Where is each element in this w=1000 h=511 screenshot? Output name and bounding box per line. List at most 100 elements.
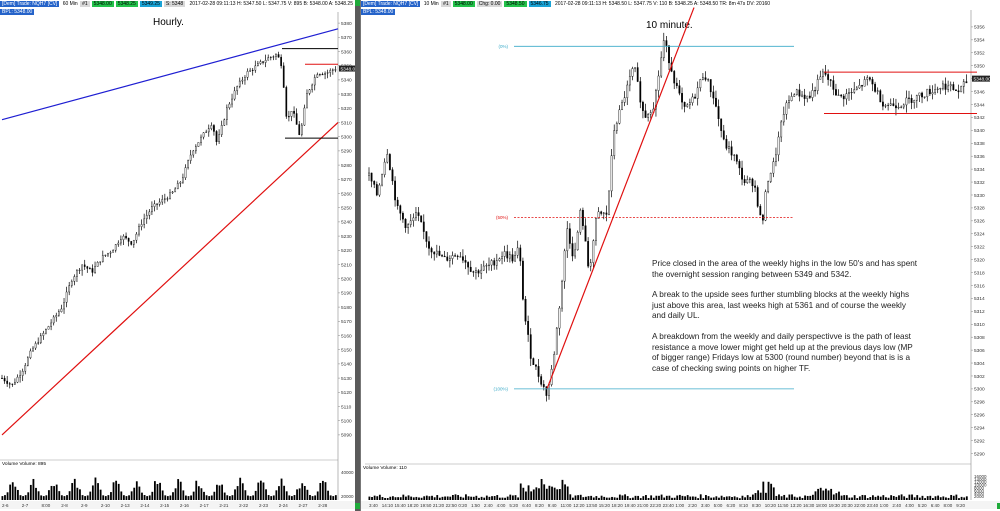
ten-minute-volume-bar <box>689 496 692 500</box>
hourly-candle-body <box>29 350 32 359</box>
hourly-volume-bar <box>58 491 61 500</box>
ten-minute-candle-body <box>720 118 723 131</box>
ten-minute-candle-body <box>795 89 798 95</box>
ten-minute-candle-body <box>388 154 391 170</box>
ten-minute-time-tick: 10:20 <box>765 503 777 508</box>
ten-minute-symbol[interactable]: [Dem] Trade: NQH7 [CV] <box>361 1 421 7</box>
hourly-candle-body <box>138 226 140 235</box>
ten-minute-corner-grip[interactable] <box>997 503 1000 509</box>
hourly-volume-bar <box>1 496 4 500</box>
ten-minute-candle-body <box>822 71 824 78</box>
splitter-grip-top[interactable] <box>355 0 360 6</box>
hourly-volume-bar <box>89 491 92 500</box>
ten-minute-candle-body <box>399 205 402 214</box>
ten-minute-volume-bar <box>749 496 752 500</box>
hourly-candle-body <box>34 343 37 349</box>
ten-minute-candle-body <box>605 212 608 215</box>
hourly-volume-bar <box>102 495 105 500</box>
hourly-time-tick: 2-22 <box>239 503 249 508</box>
ten-minute-trendline-red <box>546 7 695 390</box>
hourly-chart-pane[interactable]: [Dem] Trade: NQH7 [CV] 60 Min #1 5348.00 5… <box>0 0 356 511</box>
ten-minute-candle-body <box>730 146 733 156</box>
splitter-grip-bottom[interactable] <box>355 503 360 509</box>
ten-minute-time-tick: 2:40 <box>484 503 493 508</box>
ten-minute-volume-bar <box>960 496 963 500</box>
hourly-candle-body <box>42 332 45 336</box>
hourly-candle-body <box>161 199 164 203</box>
ten-minute-volume-bar <box>856 498 859 500</box>
hourly-ytick-label: 5150 <box>341 348 352 354</box>
ten-minute-candle-body <box>876 90 879 92</box>
pane-splitter[interactable] <box>355 0 360 511</box>
hourly-ytick-label: 5370 <box>341 35 352 41</box>
ten-minute-candle-body <box>443 255 446 258</box>
ten-minute-volume-bar <box>616 497 619 500</box>
ten-minute-candle-body <box>537 366 540 377</box>
ten-minute-volume-bar <box>676 495 679 500</box>
hourly-time-tick: 2-10 <box>101 503 111 508</box>
hourly-volume-bar <box>141 492 143 500</box>
ten-minute-timeframe[interactable]: 10 Min <box>423 1 439 7</box>
ten-minute-candle-body <box>516 247 519 256</box>
ten-minute-candle-body <box>668 45 670 64</box>
ten-minute-time-tick: 23:40 <box>867 503 879 508</box>
ten-minute-volume-bar <box>519 483 522 500</box>
ten-minute-volume-bar <box>446 496 449 500</box>
hourly-candle-body <box>194 146 197 152</box>
commentary-note: Price closed in the area of the weekly h… <box>652 259 920 384</box>
hourly-candle-body <box>300 124 303 135</box>
ten-minute-candle-body <box>908 97 910 99</box>
hourly-volume-bar <box>37 491 40 500</box>
ten-minute-volume-bar <box>381 497 384 500</box>
hourly-candle-body <box>63 302 65 310</box>
ten-minute-candle-body <box>923 96 926 98</box>
ten-minute-candle-body <box>811 90 814 98</box>
ten-minute-candle-body <box>738 161 741 169</box>
ten-minute-candle-body <box>454 255 456 257</box>
ten-minute-volume-bar <box>658 495 660 500</box>
ten-minute-volume-bar <box>545 488 548 500</box>
hourly-volume-bar <box>143 495 146 500</box>
hourly-timeframe[interactable]: 60 Min <box>62 1 78 7</box>
ten-minute-candle-body <box>887 104 890 106</box>
ten-minute-chart-pane[interactable]: [Dem] Trade: NQH7 [CV] 10 Min #1 5348.00 C… <box>360 0 1000 511</box>
hourly-time-tick: 2-8 <box>61 503 68 508</box>
ten-minute-volume-bar <box>772 487 775 500</box>
ten-minute-time-tick: 18:20 <box>612 503 624 508</box>
ten-minute-ytick-label: 5328 <box>974 206 985 212</box>
ten-minute-volume-bar <box>796 497 799 500</box>
hourly-ytick-label: 5220 <box>341 248 352 254</box>
ten-minute-time-tick: 22:00 <box>854 503 866 508</box>
hourly-volume-bar <box>203 491 205 500</box>
hourly-candle-body <box>60 308 63 312</box>
ten-minute-ytick-label: 5350 <box>974 64 985 70</box>
hourly-candle-body <box>290 111 293 117</box>
ten-minute-volume-bar <box>538 488 540 500</box>
ten-minute-volume-bar <box>744 497 746 500</box>
ten-minute-candle-body <box>715 97 717 107</box>
ten-minute-volume-bar <box>814 491 817 500</box>
ten-minute-volume-bar <box>958 498 960 500</box>
ten-minute-volume-bar <box>441 496 444 500</box>
hourly-volume-bar <box>17 489 19 500</box>
ten-minute-candle-body <box>485 265 488 267</box>
ten-minute-candle-body <box>428 241 430 249</box>
hourly-candle-body <box>233 90 236 100</box>
ten-minute-volume-bar <box>939 497 942 500</box>
hourly-pill-4: S: 5348 <box>163 1 186 7</box>
hourly-volume-bar <box>265 489 267 500</box>
hourly-symbol[interactable]: [Dem] Trade: NQH7 [CV] <box>0 1 60 7</box>
ten-minute-candle-body <box>628 76 631 86</box>
hourly-chart-header: [Dem] Trade: NQH7 [CV] 60 Min #1 5348.00 5… <box>0 0 355 9</box>
hourly-candle-body <box>236 86 239 92</box>
ten-minute-candle-body <box>451 255 454 259</box>
ten-minute-candle-body <box>902 104 905 108</box>
hourly-volume-bar <box>55 484 58 500</box>
ten-minute-volume-bar <box>798 496 801 500</box>
hourly-ytick-label: 5320 <box>341 106 352 112</box>
hourly-candle-body <box>251 69 254 71</box>
ten-minute-time-tick: 13:20 <box>790 503 802 508</box>
ten-minute-volume-bar <box>926 496 929 500</box>
ten-minute-volume-bar <box>908 494 911 500</box>
ten-minute-volume-bar <box>454 494 457 500</box>
